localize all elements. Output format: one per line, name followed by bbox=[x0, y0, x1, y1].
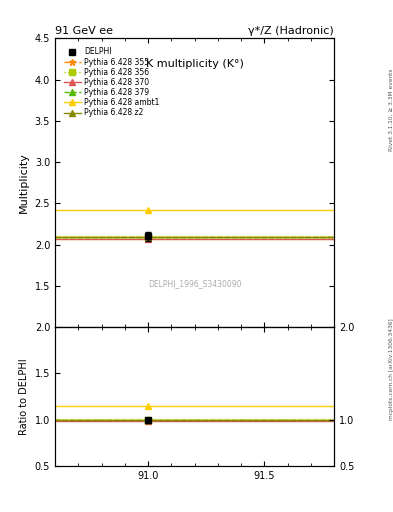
Text: 91 GeV ee: 91 GeV ee bbox=[55, 26, 113, 36]
Text: DELPHI_1996_S3430090: DELPHI_1996_S3430090 bbox=[148, 280, 241, 288]
Y-axis label: Multiplicity: Multiplicity bbox=[19, 153, 29, 214]
Bar bbox=[55, 237, 334, 239]
Y-axis label: Ratio to DELPHI: Ratio to DELPHI bbox=[19, 358, 29, 435]
Text: mcplots.cern.ch [arXiv:1306.3436]: mcplots.cern.ch [arXiv:1306.3436] bbox=[389, 318, 393, 420]
Text: K multiplicity (K°): K multiplicity (K°) bbox=[145, 58, 244, 69]
Text: γ*/Z (Hadronic): γ*/Z (Hadronic) bbox=[248, 26, 334, 36]
Legend: DELPHI, Pythia 6.428 355, Pythia 6.428 356, Pythia 6.428 370, Pythia 6.428 379, : DELPHI, Pythia 6.428 355, Pythia 6.428 3… bbox=[62, 45, 162, 120]
Bar bbox=[55, 419, 334, 421]
Text: Rivet 3.1.10, ≥ 3.3M events: Rivet 3.1.10, ≥ 3.3M events bbox=[389, 68, 393, 151]
